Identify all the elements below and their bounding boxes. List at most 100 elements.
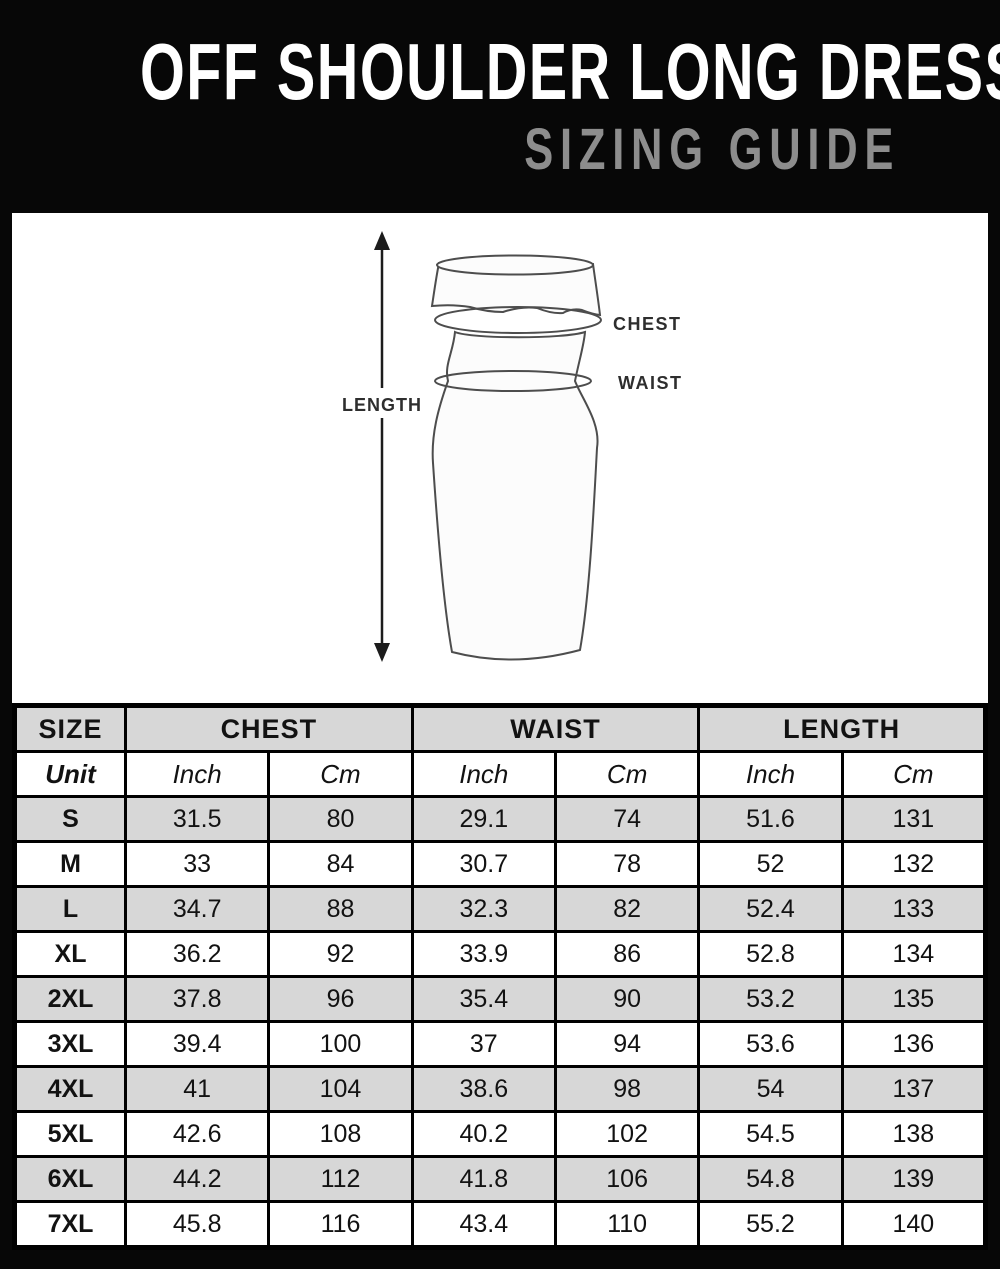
value-cell: 116 <box>267 1200 414 1249</box>
value-cell: 35.4 <box>410 975 557 1023</box>
value-cell: 82 <box>553 885 701 933</box>
value-cell: 42.6 <box>123 1110 271 1158</box>
value-cell: 140 <box>840 1200 988 1249</box>
value-cell: 53.2 <box>697 975 844 1023</box>
table-row: 3XL 39.4 100 37 94 53.6 136 <box>13 1020 988 1068</box>
waist-ellipse <box>434 370 592 392</box>
value-cell: 52.8 <box>697 930 844 978</box>
table-row: L 34.7 88 32.3 82 52.4 133 <box>13 885 988 933</box>
value-cell: 54.5 <box>697 1110 844 1158</box>
value-cell: 45.8 <box>123 1200 271 1249</box>
value-cell: 52.4 <box>697 885 844 933</box>
value-cell: 34.7 <box>123 885 271 933</box>
unit-chest-inch: Inch <box>123 750 271 798</box>
col-header-size: SIZE <box>13 704 127 753</box>
page-subtitle: SIZING GUIDE <box>524 117 900 182</box>
length-label-backing <box>336 389 428 417</box>
value-cell: 32.3 <box>410 885 557 933</box>
size-cell: M <box>13 840 127 888</box>
size-cell: 5XL <box>13 1110 127 1158</box>
value-cell: 137 <box>840 1065 988 1113</box>
table-unit-row: Unit Inch Cm Inch Cm Inch Cm <box>13 750 988 798</box>
table-row: XL 36.2 92 33.9 86 52.8 134 <box>13 930 988 978</box>
neckline-ellipse <box>436 254 594 276</box>
table-row: 4XL 41 104 38.6 98 54 137 <box>13 1065 988 1113</box>
value-cell: 132 <box>840 840 988 888</box>
value-cell: 138 <box>840 1110 988 1158</box>
value-cell: 29.1 <box>410 795 557 843</box>
size-table-body: S 31.5 80 29.1 74 51.6 131 M 33 84 30.7 78 52 132 L 34.… <box>13 795 988 1249</box>
value-cell: 102 <box>553 1110 701 1158</box>
value-cell: 134 <box>840 930 988 978</box>
value-cell: 53.6 <box>697 1020 844 1068</box>
value-cell: 108 <box>267 1110 414 1158</box>
value-cell: 31.5 <box>123 795 271 843</box>
unit-length-cm: Cm <box>840 750 988 798</box>
value-cell: 135 <box>840 975 988 1023</box>
value-cell: 104 <box>267 1065 414 1113</box>
value-cell: 112 <box>267 1155 414 1203</box>
waist-label: WAIST <box>618 373 683 393</box>
col-header-length: LENGTH <box>697 704 987 753</box>
value-cell: 84 <box>267 840 414 888</box>
value-cell: 78 <box>553 840 701 888</box>
value-cell: 39.4 <box>123 1020 271 1068</box>
value-cell: 110 <box>553 1200 701 1249</box>
value-cell: 36.2 <box>123 930 271 978</box>
page-title: OFF SHOULDER LONG DRESS <box>140 27 1000 116</box>
length-arrow <box>374 231 390 662</box>
value-cell: 94 <box>553 1020 701 1068</box>
table-row: 2XL 37.8 96 35.4 90 53.2 135 <box>13 975 988 1023</box>
table-row: 6XL 44.2 112 41.8 106 54.8 139 <box>13 1155 988 1203</box>
value-cell: 38.6 <box>410 1065 557 1113</box>
value-cell: 41.8 <box>410 1155 557 1203</box>
value-cell: 88 <box>267 885 414 933</box>
size-cell: S <box>13 795 127 843</box>
value-cell: 74 <box>553 795 701 843</box>
table-row: 5XL 42.6 108 40.2 102 54.5 138 <box>13 1110 988 1158</box>
unit-waist-inch: Inch <box>410 750 557 798</box>
dress-body <box>431 330 599 661</box>
value-cell: 52 <box>697 840 844 888</box>
value-cell: 44.2 <box>123 1155 271 1203</box>
value-cell: 80 <box>267 795 414 843</box>
chest-ellipse <box>434 306 602 334</box>
unit-waist-cm: Cm <box>553 750 701 798</box>
value-cell: 136 <box>840 1020 988 1068</box>
value-cell: 54 <box>697 1065 844 1113</box>
value-cell: 96 <box>267 975 414 1023</box>
table-group-header-row: SIZE CHEST WAIST LENGTH <box>13 704 987 753</box>
value-cell: 106 <box>553 1155 701 1203</box>
unit-chest-cm: Cm <box>267 750 414 798</box>
value-cell: 92 <box>267 930 414 978</box>
dress-diagram-panel: LENGTH CHEST WAIST <box>12 213 988 703</box>
value-cell: 43.4 <box>410 1200 557 1249</box>
size-cell: L <box>13 885 127 933</box>
value-cell: 139 <box>840 1155 988 1203</box>
unit-length-inch: Inch <box>697 750 844 798</box>
value-cell: 51.6 <box>697 795 844 843</box>
col-header-waist: WAIST <box>410 704 701 753</box>
value-cell: 54.8 <box>697 1155 844 1203</box>
value-cell: 33 <box>123 840 271 888</box>
table-row: 7XL 45.8 116 43.4 110 55.2 140 <box>13 1200 988 1249</box>
value-cell: 100 <box>267 1020 414 1068</box>
size-table: SIZE CHEST WAIST LENGTH Unit Inch Cm Inc… <box>12 703 988 1250</box>
size-cell: 3XL <box>13 1020 127 1068</box>
value-cell: 33.9 <box>410 930 557 978</box>
value-cell: 131 <box>840 795 988 843</box>
value-cell: 37 <box>410 1020 557 1068</box>
size-cell: 2XL <box>13 975 127 1023</box>
value-cell: 86 <box>553 930 701 978</box>
value-cell: 90 <box>553 975 701 1023</box>
col-header-chest: CHEST <box>124 704 414 753</box>
unit-label: Unit <box>13 750 127 798</box>
value-cell: 41 <box>123 1065 271 1113</box>
value-cell: 40.2 <box>410 1110 557 1158</box>
value-cell: 133 <box>840 885 988 933</box>
chest-label: CHEST <box>613 314 682 334</box>
dress-diagram: LENGTH CHEST WAIST <box>336 231 683 662</box>
value-cell: 37.8 <box>123 975 271 1023</box>
size-cell: XL <box>13 930 127 978</box>
